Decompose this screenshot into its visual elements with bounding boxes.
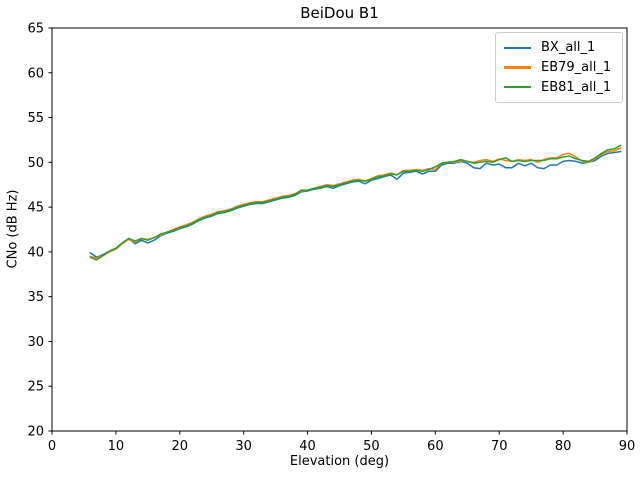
x-tick-label: 50 bbox=[363, 439, 380, 454]
x-tick-label: 20 bbox=[172, 439, 189, 454]
y-tick-label: 25 bbox=[27, 380, 44, 395]
series-line-BX_all_1 bbox=[89, 150, 622, 259]
y-tick-label: 50 bbox=[27, 156, 44, 171]
legend-entry-label: EB81_all_1 bbox=[541, 79, 612, 95]
y-tick-label: 40 bbox=[27, 245, 44, 260]
chart-title: BeiDou B1 bbox=[300, 4, 379, 22]
y-tick-label: 20 bbox=[27, 425, 44, 440]
legend-line-swatch bbox=[504, 66, 531, 69]
y-tick-label: 45 bbox=[27, 201, 44, 216]
legend-entry: BX_all_1 bbox=[504, 38, 614, 58]
legend-entry-label: EB79_all_1 bbox=[541, 60, 612, 75]
x-tick-label: 80 bbox=[555, 439, 572, 454]
y-tick-label: 55 bbox=[27, 111, 44, 126]
legend: BX_all_1 EB79_all_1 EB81_all_1 bbox=[495, 32, 623, 103]
legend-entry: EB81_all_1 bbox=[504, 77, 614, 97]
y-tick-label: 60 bbox=[27, 66, 44, 81]
x-tick-label: 60 bbox=[427, 439, 444, 454]
legend-line-swatch bbox=[504, 46, 531, 50]
x-axis-label: Elevation (deg) bbox=[289, 454, 390, 469]
series-line-EB81_all_1 bbox=[89, 144, 622, 261]
axes-frame bbox=[51, 27, 628, 432]
x-tick-label: 10 bbox=[108, 439, 125, 454]
x-tick-label: 30 bbox=[235, 439, 252, 454]
y-axis-label: CNo (dB Hz) bbox=[5, 189, 21, 269]
x-tick-label: 40 bbox=[299, 439, 316, 454]
y-tick-label: 65 bbox=[27, 22, 44, 37]
x-tick-label: 0 bbox=[48, 439, 56, 454]
series-line-EB79_all_1 bbox=[89, 147, 622, 259]
y-tick-label: 30 bbox=[27, 335, 44, 350]
legend-entry-label: BX_all_1 bbox=[541, 40, 596, 56]
legend-entry: EB79_all_1 bbox=[504, 58, 614, 78]
x-tick-label: 90 bbox=[619, 439, 636, 454]
y-tick-label: 35 bbox=[27, 290, 44, 305]
x-tick-label: 70 bbox=[491, 439, 508, 454]
legend-line-swatch bbox=[504, 85, 531, 89]
